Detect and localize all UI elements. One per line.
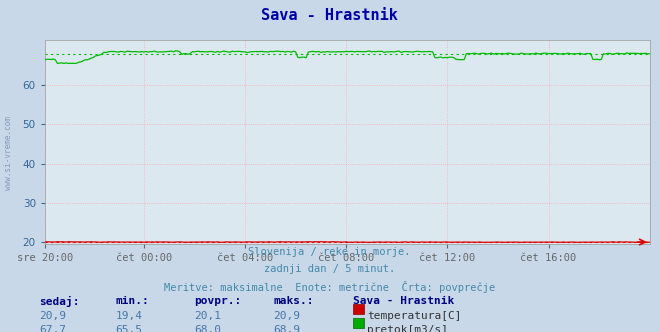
Text: sedaj:: sedaj:: [40, 296, 80, 307]
Text: Sava - Hrastnik: Sava - Hrastnik: [353, 296, 454, 306]
Text: 20,9: 20,9: [40, 311, 67, 321]
Text: www.si-vreme.com: www.si-vreme.com: [4, 116, 13, 190]
Text: povpr.:: povpr.:: [194, 296, 242, 306]
Text: 67,7: 67,7: [40, 325, 67, 332]
Text: 20,9: 20,9: [273, 311, 301, 321]
Text: 68,9: 68,9: [273, 325, 301, 332]
Text: 20,1: 20,1: [194, 311, 221, 321]
Text: pretok[m3/s]: pretok[m3/s]: [367, 325, 448, 332]
Text: 19,4: 19,4: [115, 311, 142, 321]
Text: maks.:: maks.:: [273, 296, 314, 306]
Text: zadnji dan / 5 minut.: zadnji dan / 5 minut.: [264, 264, 395, 274]
Text: 68,0: 68,0: [194, 325, 221, 332]
Text: Meritve: maksimalne  Enote: metrične  Črta: povprečje: Meritve: maksimalne Enote: metrične Črta…: [164, 281, 495, 292]
Text: temperatura[C]: temperatura[C]: [367, 311, 461, 321]
Text: 65,5: 65,5: [115, 325, 142, 332]
Text: Sava - Hrastnik: Sava - Hrastnik: [261, 8, 398, 23]
Text: min.:: min.:: [115, 296, 149, 306]
Text: Slovenija / reke in morje.: Slovenija / reke in morje.: [248, 247, 411, 257]
